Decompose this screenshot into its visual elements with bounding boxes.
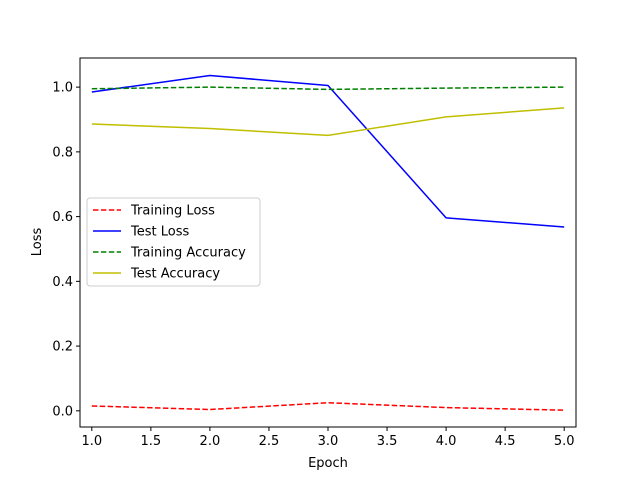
legend-label-test-loss: Test Loss [130,225,189,240]
x-tick-label: 4.5 [495,434,516,449]
y-tick-label: 0.8 [52,145,73,160]
y-tick-label: 0.6 [52,210,73,225]
legend-label-training-loss: Training Loss [130,204,215,219]
legend-label-test-accuracy: Test Accuracy [130,267,220,282]
series-layer [91,74,565,411]
y-axis: 0.0 0.2 0.4 0.6 0.8 1.0 [52,81,80,419]
x-tick-label: 1.0 [81,434,102,449]
x-tick-label: 2.0 [200,434,221,449]
legend-box [86,197,261,287]
y-axis-title: Loss [30,228,45,257]
x-axis-title: Epoch [308,456,348,471]
series-line-test-loss [91,74,565,228]
x-axis: 1.0 1.5 2.0 2.5 3.0 3.5 4.0 4.5 5.0 [81,427,575,449]
legend-label-training-accuracy: Training Accuracy [130,246,246,261]
x-tick-label: 4.0 [436,434,457,449]
legend: Training Loss Test Loss Training Accuracy T… [86,197,261,287]
x-tick-label: 3.5 [377,434,398,449]
y-tick-label: 0.2 [52,340,73,355]
y-tick-label: 0.4 [52,275,73,290]
x-tick-label: 2.5 [259,434,280,449]
y-tick-label: 0.0 [52,404,73,419]
x-tick-label: 5.0 [554,434,575,449]
x-tick-label: 3.0 [318,434,339,449]
x-tick-label: 1.5 [141,434,162,449]
series-line-test-accuracy [91,107,565,137]
y-tick-label: 1.0 [52,81,73,96]
